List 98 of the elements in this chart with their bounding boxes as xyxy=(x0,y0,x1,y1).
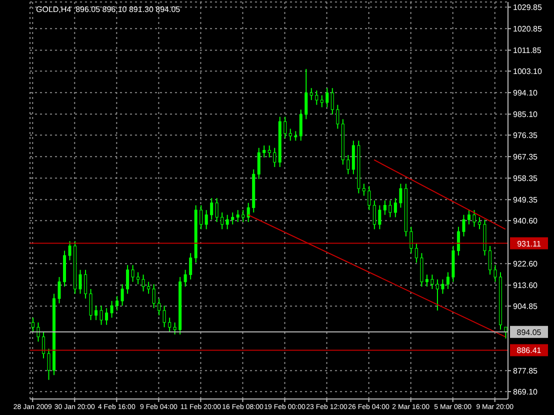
candlestick xyxy=(394,198,397,218)
y-tick-label: 1029.85 xyxy=(513,2,542,12)
candlestick xyxy=(100,305,103,326)
candlestick xyxy=(326,88,329,108)
candlestick xyxy=(147,281,150,294)
candlestick xyxy=(32,317,34,333)
candlestick xyxy=(84,269,88,300)
candlestick xyxy=(262,144,266,158)
candlestick xyxy=(120,284,124,306)
candlestick xyxy=(368,186,371,211)
y-tick-label: 949.35 xyxy=(513,196,538,205)
y-tick-label: 869.10 xyxy=(513,387,538,396)
candlestick xyxy=(105,308,108,326)
y-tick-label: 1020.85 xyxy=(513,24,542,34)
candlestick xyxy=(388,200,392,218)
candlestick xyxy=(436,278,439,312)
candlestick xyxy=(242,210,245,223)
ref-line-label: 931.11 xyxy=(517,239,542,248)
y-tick-label: 904.85 xyxy=(513,302,538,311)
candlestick xyxy=(299,109,302,142)
candlestick xyxy=(78,269,82,294)
candlestick xyxy=(494,264,497,282)
candlestick xyxy=(414,243,418,264)
candlestick xyxy=(446,272,450,290)
candlestick xyxy=(173,322,176,335)
candlestick xyxy=(168,317,172,333)
y-tick-label: 940.60 xyxy=(513,216,538,226)
chart-title: GOLD,H4 896.05 896.10 891.30 894.05 xyxy=(36,5,180,14)
candlestick xyxy=(467,210,470,225)
y-tick-label: 1011.85 xyxy=(513,46,542,56)
candlestick xyxy=(294,130,298,142)
candlestick xyxy=(504,326,508,339)
candlestick xyxy=(47,348,50,380)
candlestick xyxy=(320,94,324,108)
candlestick xyxy=(441,278,444,294)
candlestick xyxy=(210,198,214,220)
y-tick-label: 976.35 xyxy=(513,130,538,140)
candlestick xyxy=(273,147,276,168)
candlestick xyxy=(126,264,130,294)
candlestick xyxy=(430,274,434,290)
candlestick xyxy=(268,144,271,158)
candlestick xyxy=(158,298,161,316)
candlestick xyxy=(420,252,424,288)
candlestick xyxy=(110,300,114,318)
candlestick xyxy=(246,202,250,223)
candlestick xyxy=(136,272,140,285)
candlestick xyxy=(257,147,260,180)
candlestick xyxy=(488,245,492,276)
candlestick xyxy=(162,305,166,328)
candlestick xyxy=(288,128,292,142)
ref-line-label: 894.05 xyxy=(516,328,542,337)
candlestick xyxy=(378,204,382,230)
candlestick xyxy=(399,183,402,208)
candlestick xyxy=(352,140,355,175)
candlestick xyxy=(116,296,119,312)
candlestick xyxy=(236,210,240,223)
candlestick xyxy=(231,212,234,225)
candlestick xyxy=(462,214,466,237)
y-tick-label: 913.60 xyxy=(513,281,538,290)
candlestick xyxy=(226,214,229,230)
candlestick xyxy=(131,264,134,282)
candlestick xyxy=(362,183,366,196)
candlestick xyxy=(346,154,350,175)
candlestick xyxy=(152,284,156,309)
candlestick xyxy=(42,332,46,359)
candlestick xyxy=(456,226,460,256)
candlestick xyxy=(315,90,318,106)
y-tick-label: 877.85 xyxy=(513,366,538,376)
candlestick xyxy=(184,269,187,288)
y-tick-label: 958.35 xyxy=(513,174,538,183)
candlestick xyxy=(200,204,203,230)
candlestick xyxy=(304,68,308,120)
candlestick xyxy=(68,240,72,261)
candlestick xyxy=(336,104,340,130)
candlestick xyxy=(220,212,224,230)
y-tick-label: 967.35 xyxy=(513,152,538,162)
candlestick xyxy=(89,288,92,321)
candlestick xyxy=(189,252,192,280)
ref-line-label: 886.41 xyxy=(516,346,542,356)
candlestick xyxy=(204,210,208,230)
candlestick xyxy=(425,274,428,288)
y-tick-label: 922.60 xyxy=(513,259,538,268)
candlestick xyxy=(383,200,386,216)
candlestick xyxy=(372,200,376,230)
candlestick xyxy=(36,322,40,342)
candlestick xyxy=(284,116,287,139)
candlestick xyxy=(478,216,481,230)
candlestick xyxy=(58,276,61,304)
candlestick xyxy=(142,274,145,292)
candlestick xyxy=(94,305,98,321)
y-tick-label: 985.10 xyxy=(513,110,538,120)
candlestick xyxy=(310,88,313,101)
y-tick-label: 1003.10 xyxy=(513,66,542,76)
candlestick xyxy=(410,226,413,254)
candlestick xyxy=(215,198,218,223)
candlestick xyxy=(330,88,334,115)
candlestick xyxy=(472,210,476,228)
y-tick-label: 994.10 xyxy=(513,88,538,98)
